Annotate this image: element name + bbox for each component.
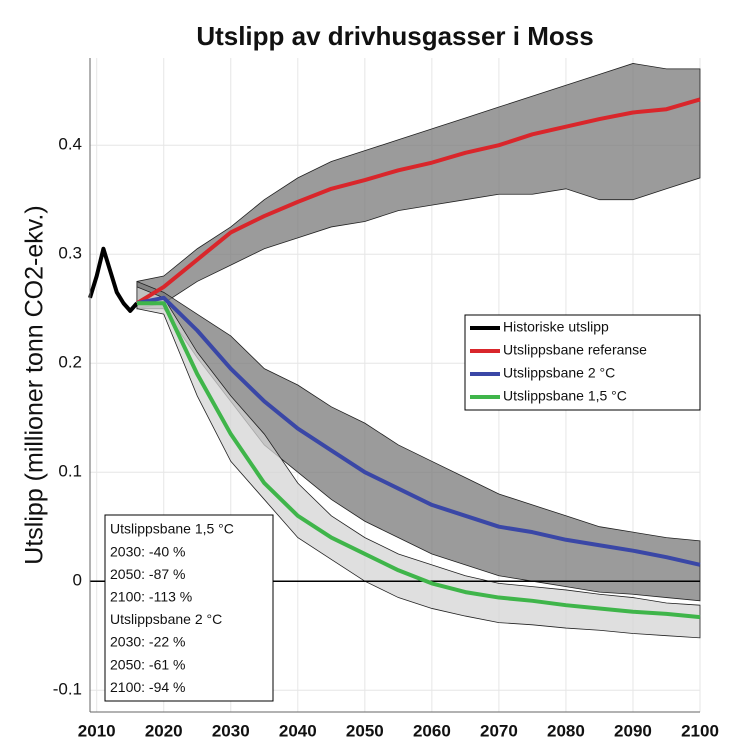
annotation-text: 2100: -94 % (110, 679, 186, 695)
series-line (136, 301, 701, 620)
x-tick-label: 2090 (614, 721, 652, 740)
annotation-box (104, 514, 274, 702)
legend-label: Utslippsbane referanse (503, 342, 647, 358)
annotation-text: Utslippsbane 2 °C (110, 611, 222, 627)
x-tick-label: 2080 (547, 721, 585, 740)
chart-title: Utslipp av drivhusgasser i Moss (196, 21, 593, 51)
y-tick-label: 0 (73, 571, 82, 590)
x-tick-label: 2040 (279, 721, 317, 740)
annotation-text: Utslippsbane 1,5 °C (110, 521, 234, 537)
x-tick-label: 2070 (480, 721, 518, 740)
x-tick-label: 2050 (346, 721, 384, 740)
legend-label: Utslippsbane 2 °C (503, 365, 615, 381)
uncertainty-band (136, 63, 701, 310)
legend-label: Historiske utslipp (503, 319, 609, 335)
x-tick-label: 2100 (681, 721, 719, 740)
y-tick-label: 0.2 (58, 353, 82, 372)
series-line (135, 97, 701, 305)
annotation-text: 2030: -40 % (110, 543, 186, 559)
y-tick-label: 0.4 (58, 135, 82, 154)
annotation-text: 2030: -22 % (110, 634, 186, 650)
y-tick-label: 0.3 (58, 244, 82, 263)
series-line (88, 246, 139, 313)
legend-label: Utslippsbane 1,5 °C (503, 388, 627, 404)
x-tick-label: 2010 (78, 721, 116, 740)
x-tick-label: 2030 (212, 721, 250, 740)
x-tick-label: 2060 (413, 721, 451, 740)
x-tick-label: 2020 (145, 721, 183, 740)
annotation-text: 2100: -113 % (110, 589, 192, 605)
legend-box (464, 314, 701, 411)
series-line (136, 295, 701, 567)
y-tick-label: -0.1 (53, 680, 82, 699)
y-tick-label: 0.1 (58, 462, 82, 481)
y-axis-label: Utslipp (millioner tonn CO2-ekv.) (21, 205, 49, 564)
uncertainty-band (136, 280, 701, 602)
annotation-text: 2050: -61 % (110, 656, 186, 672)
annotation-text: 2050: -87 % (110, 566, 186, 582)
